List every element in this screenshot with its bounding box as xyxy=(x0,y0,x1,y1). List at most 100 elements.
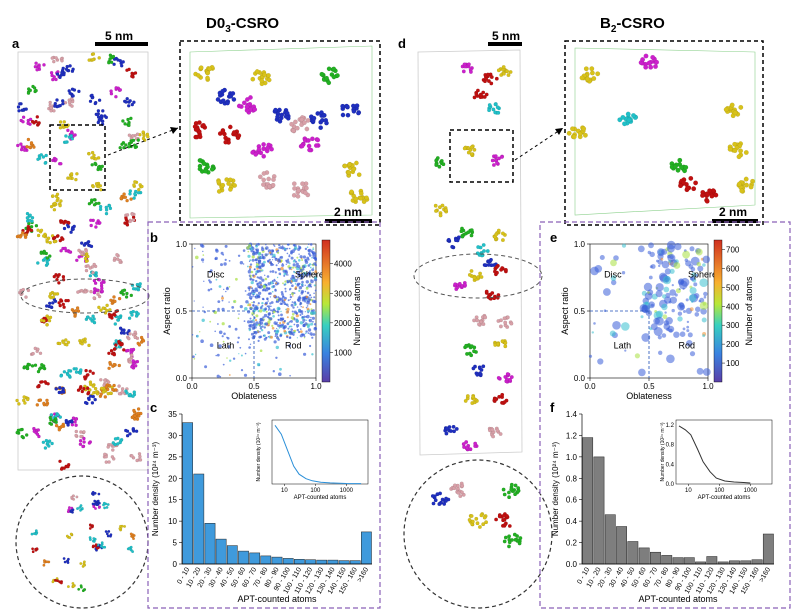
atom xyxy=(261,146,266,152)
atom xyxy=(82,386,86,391)
scatter-point xyxy=(209,343,214,348)
atom xyxy=(127,145,131,149)
scatter-point xyxy=(203,280,205,282)
atom xyxy=(111,387,115,392)
atom xyxy=(32,145,36,149)
atom xyxy=(106,445,110,449)
scatter-point xyxy=(309,298,312,301)
x-tick-label: 1.0 xyxy=(702,382,714,391)
scatter-point xyxy=(247,269,252,274)
atom xyxy=(346,170,352,175)
scatter-point xyxy=(662,275,672,285)
atom xyxy=(66,372,70,377)
scatter-point xyxy=(304,300,307,303)
scatter-point xyxy=(302,296,305,299)
scatter-point xyxy=(252,250,255,253)
atom xyxy=(17,402,21,406)
atom xyxy=(61,386,65,391)
atom xyxy=(466,150,471,155)
scatter-point xyxy=(277,301,279,303)
scatter-point xyxy=(280,291,284,294)
scatter-point xyxy=(252,303,255,307)
atom xyxy=(354,103,360,109)
scatter-point xyxy=(661,333,667,338)
scatter-point xyxy=(259,285,263,289)
atom xyxy=(231,130,237,135)
atom xyxy=(289,121,294,127)
scatter-point xyxy=(284,287,287,290)
atom xyxy=(672,164,678,170)
scatter-point xyxy=(252,295,254,298)
scatter-point xyxy=(679,331,686,338)
atom xyxy=(469,514,474,518)
scatter-point xyxy=(588,354,593,358)
atom xyxy=(227,124,233,130)
bar xyxy=(751,559,763,565)
scatter-point xyxy=(305,299,307,301)
scatter-point xyxy=(279,322,282,325)
atom xyxy=(744,182,749,188)
atom xyxy=(284,110,290,116)
scatter-point xyxy=(259,276,263,280)
atom xyxy=(454,426,459,431)
scatter-point xyxy=(264,274,266,276)
scatter-point xyxy=(311,264,313,266)
y-tick-label: 0.8 xyxy=(566,474,578,483)
atom xyxy=(132,196,136,200)
atom xyxy=(434,209,438,213)
atom xyxy=(45,398,49,403)
scatter-point xyxy=(255,307,259,310)
atom xyxy=(736,154,742,160)
scatter-point xyxy=(299,330,303,333)
scatter-point xyxy=(304,311,306,313)
atom xyxy=(80,389,85,394)
right-title: B2-CSRO xyxy=(600,15,665,35)
atom xyxy=(25,211,30,216)
scatter-point xyxy=(266,284,268,287)
atom xyxy=(64,298,68,303)
atom xyxy=(646,60,652,66)
atom xyxy=(82,588,86,592)
atom xyxy=(516,489,520,494)
scatter-point xyxy=(667,254,671,259)
atom xyxy=(120,142,124,147)
scatter-point xyxy=(239,261,244,265)
atom xyxy=(83,256,88,261)
atom xyxy=(356,110,361,116)
atom xyxy=(82,436,86,441)
atom xyxy=(94,157,98,161)
atom xyxy=(96,165,101,169)
atom xyxy=(86,396,91,401)
atom xyxy=(46,382,50,386)
atom xyxy=(508,70,513,74)
scatter-point xyxy=(252,293,255,296)
atom xyxy=(51,77,55,82)
scatter-point xyxy=(201,318,205,322)
atom xyxy=(430,494,435,498)
scatter-point xyxy=(648,275,653,280)
y-tick-label: 1.4 xyxy=(566,410,578,419)
atom xyxy=(261,171,267,176)
scatter-point xyxy=(272,259,274,261)
atom xyxy=(25,366,30,371)
atom xyxy=(120,387,125,391)
scatter-point xyxy=(658,350,663,355)
scatter-point xyxy=(275,264,278,267)
scatter-point xyxy=(674,243,682,251)
atom xyxy=(461,69,466,74)
scatter-point xyxy=(249,278,252,280)
scatter-point xyxy=(290,328,294,331)
scatter-point xyxy=(271,279,274,283)
atom xyxy=(106,391,111,396)
atom xyxy=(35,347,40,352)
scatter-point xyxy=(594,265,603,273)
right-atom-column: 5 nm xyxy=(413,29,543,456)
atom xyxy=(434,162,439,167)
atom xyxy=(127,133,132,137)
atom xyxy=(100,164,105,169)
atom xyxy=(292,186,297,191)
scatter-point xyxy=(696,367,704,375)
atom xyxy=(61,340,66,345)
